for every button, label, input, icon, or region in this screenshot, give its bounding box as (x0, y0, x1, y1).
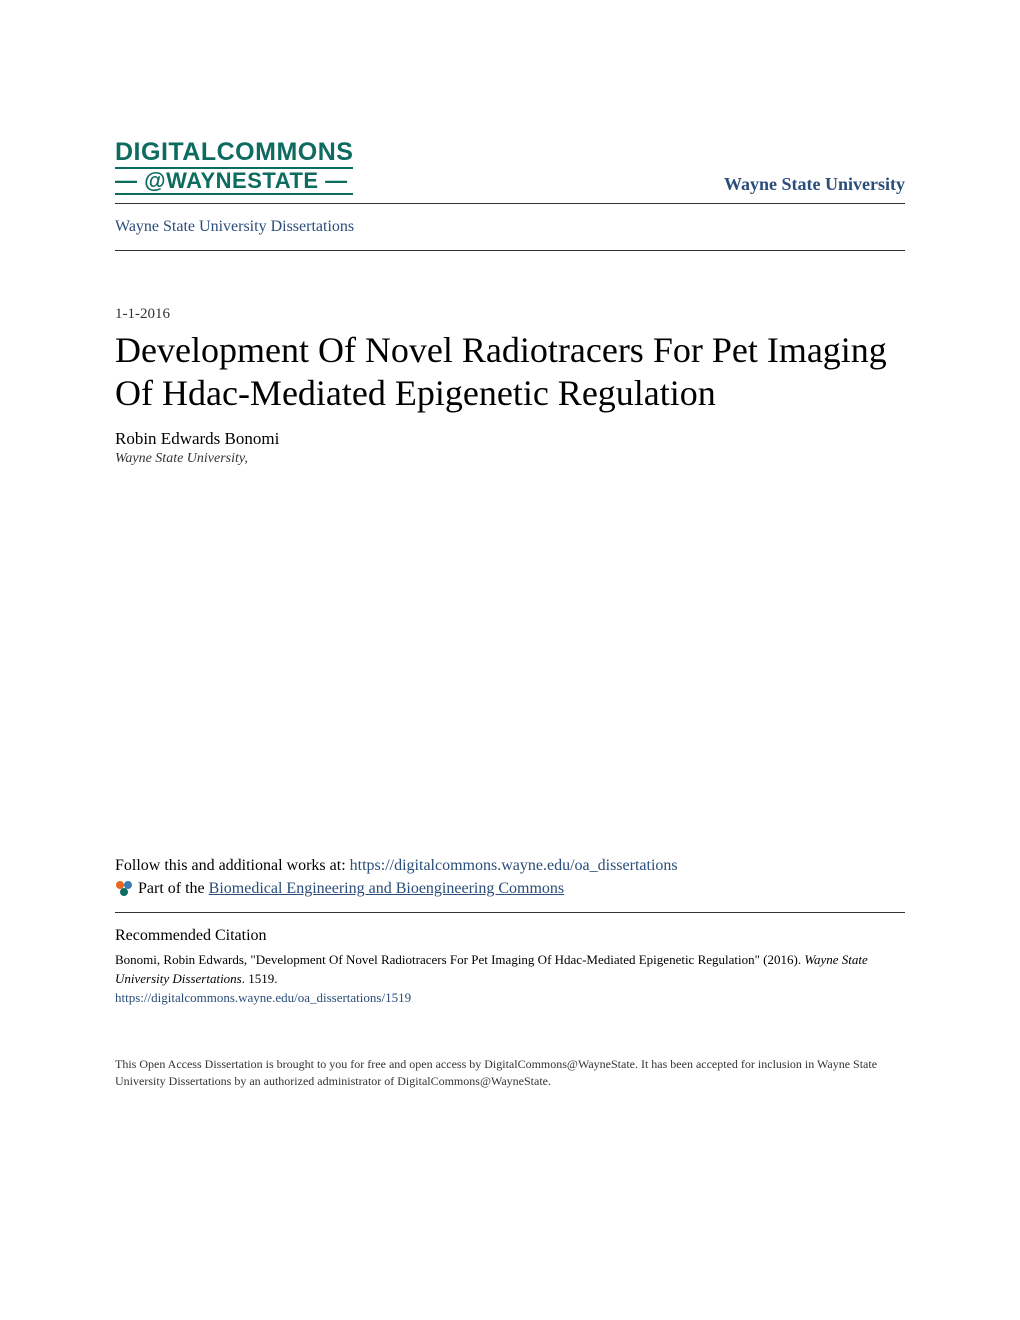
citation-section: Recommended Citation Bonomi, Robin Edwar… (115, 912, 905, 1005)
header-row: DIGITALCOMMONS — @WAYNESTATE — Wayne Sta… (115, 140, 905, 204)
part-of-container: Part of the Biomedical Engineering and B… (138, 880, 564, 898)
part-of-prefix: Part of the (138, 880, 209, 897)
part-of-link[interactable]: Biomedical Engineering and Bioengineerin… (209, 880, 564, 897)
network-icon (115, 880, 133, 898)
citation-heading: Recommended Citation (115, 927, 905, 945)
follow-prefix: Follow this and additional works at: (115, 857, 350, 874)
logo-line1: DIGITALCOMMONS (115, 140, 353, 165)
citation-suffix: . 1519. (242, 971, 278, 986)
follow-link[interactable]: https://digitalcommons.wayne.edu/oa_diss… (350, 857, 678, 874)
breadcrumb-row: Wayne State University Dissertations (115, 204, 905, 251)
breadcrumb-link[interactable]: Wayne State University Dissertations (115, 218, 354, 235)
author-name: Robin Edwards Bonomi (115, 429, 905, 449)
citation-prefix: Bonomi, Robin Edwards, "Development Of N… (115, 952, 804, 967)
citation-link[interactable]: https://digitalcommons.wayne.edu/oa_diss… (115, 990, 905, 1006)
university-link[interactable]: Wayne State University (724, 174, 905, 195)
digitalcommons-logo: DIGITALCOMMONS — @WAYNESTATE — (115, 140, 353, 195)
part-of-row: Part of the Biomedical Engineering and B… (115, 880, 905, 898)
follow-row: Follow this and additional works at: htt… (115, 857, 905, 875)
author-affiliation: Wayne State University, (115, 451, 905, 467)
follow-section: Follow this and additional works at: htt… (115, 857, 905, 898)
publication-date: 1-1-2016 (115, 306, 905, 323)
document-title: Development Of Novel Radiotracers For Pe… (115, 329, 905, 415)
logo-line2: — @WAYNESTATE — (115, 167, 353, 195)
citation-text: Bonomi, Robin Edwards, "Development Of N… (115, 951, 905, 987)
footer-text: This Open Access Dissertation is brought… (115, 1056, 905, 1090)
